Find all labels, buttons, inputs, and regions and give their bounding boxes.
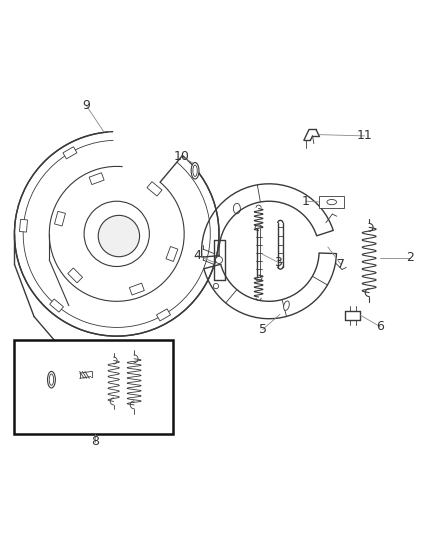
Text: 7: 7 bbox=[337, 258, 345, 271]
Ellipse shape bbox=[98, 215, 140, 257]
Polygon shape bbox=[68, 268, 82, 283]
Ellipse shape bbox=[327, 199, 336, 205]
Text: 1: 1 bbox=[302, 195, 310, 208]
Text: 3: 3 bbox=[274, 256, 282, 269]
Polygon shape bbox=[156, 309, 170, 321]
Text: 10: 10 bbox=[174, 150, 190, 163]
Text: 9: 9 bbox=[82, 99, 90, 112]
Text: 2: 2 bbox=[406, 251, 414, 264]
Ellipse shape bbox=[193, 165, 197, 176]
Polygon shape bbox=[49, 299, 64, 312]
Text: 4: 4 bbox=[193, 249, 201, 262]
Polygon shape bbox=[89, 173, 104, 184]
Polygon shape bbox=[20, 220, 28, 232]
Text: 5: 5 bbox=[258, 323, 266, 336]
Ellipse shape bbox=[284, 301, 289, 310]
Polygon shape bbox=[129, 283, 144, 295]
Ellipse shape bbox=[49, 374, 53, 385]
Bar bbox=[14, 341, 173, 434]
Polygon shape bbox=[63, 147, 77, 159]
Circle shape bbox=[215, 256, 223, 263]
Ellipse shape bbox=[191, 163, 199, 179]
Polygon shape bbox=[147, 182, 162, 196]
Text: 6: 6 bbox=[376, 320, 384, 333]
Ellipse shape bbox=[47, 372, 55, 388]
Polygon shape bbox=[54, 211, 65, 226]
Text: 8: 8 bbox=[91, 435, 99, 448]
Bar bbox=[319, 197, 344, 208]
Polygon shape bbox=[166, 246, 178, 261]
Text: 11: 11 bbox=[357, 130, 373, 142]
